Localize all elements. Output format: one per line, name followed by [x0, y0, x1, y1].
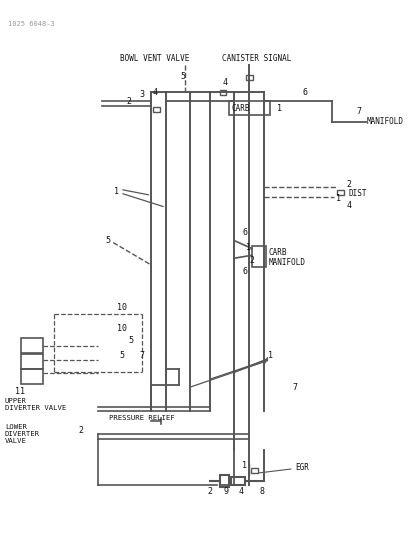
- Text: 1: 1: [276, 104, 281, 114]
- Bar: [21, 338, 43, 353]
- Text: 4: 4: [238, 487, 243, 496]
- Text: CARB: CARB: [268, 248, 286, 257]
- Bar: [219, 475, 229, 487]
- Text: 1: 1: [335, 194, 340, 203]
- Text: 1: 1: [268, 351, 273, 360]
- Text: 6: 6: [241, 268, 247, 277]
- Text: 10: 10: [117, 324, 127, 333]
- Text: 2: 2: [126, 96, 132, 106]
- Text: 1: 1: [114, 187, 119, 196]
- Bar: [245, 75, 252, 79]
- Text: BOWL VENT VALVE: BOWL VENT VALVE: [119, 54, 189, 62]
- Text: 5: 5: [105, 236, 110, 245]
- Text: 3: 3: [139, 90, 144, 99]
- Bar: [231, 477, 245, 484]
- Text: PRESSURE RELIEF: PRESSURE RELIEF: [109, 415, 175, 421]
- Bar: [251, 246, 265, 267]
- Text: 6: 6: [302, 88, 307, 97]
- Text: 2: 2: [207, 487, 212, 496]
- Bar: [21, 354, 43, 368]
- Text: 10: 10: [117, 303, 127, 311]
- Text: MANIFOLD: MANIFOLD: [366, 117, 403, 126]
- Text: 1: 1: [241, 461, 247, 470]
- Text: CANISTER SIGNAL: CANISTER SIGNAL: [222, 54, 291, 62]
- Text: 6: 6: [241, 228, 247, 237]
- Text: EGR: EGR: [294, 463, 308, 472]
- Text: 9: 9: [223, 487, 228, 496]
- Text: 2: 2: [346, 181, 351, 190]
- Text: 1: 1: [245, 243, 250, 252]
- Text: UPPER
DIVERTER VALVE: UPPER DIVERTER VALVE: [5, 398, 66, 411]
- Text: 7: 7: [292, 383, 297, 392]
- Bar: [219, 90, 226, 95]
- Bar: [336, 190, 343, 195]
- Text: 5: 5: [119, 351, 124, 360]
- Text: 7: 7: [355, 107, 360, 116]
- Text: LOWER
DIVERTER
VALVE: LOWER DIVERTER VALVE: [5, 424, 40, 444]
- Text: 8: 8: [259, 487, 264, 496]
- Text: MANIFOLD: MANIFOLD: [268, 257, 305, 266]
- Text: 7: 7: [139, 351, 144, 360]
- Text: 2: 2: [249, 256, 254, 265]
- Text: 2: 2: [78, 426, 83, 435]
- Text: DIST: DIST: [348, 189, 366, 198]
- Text: 5: 5: [180, 72, 185, 81]
- Text: 4: 4: [346, 201, 351, 210]
- Text: 11: 11: [15, 387, 25, 397]
- Bar: [250, 468, 257, 473]
- Text: 1025 6048-3: 1025 6048-3: [8, 21, 54, 27]
- Bar: [21, 369, 43, 384]
- Text: 4: 4: [222, 78, 227, 87]
- Text: 5: 5: [128, 336, 133, 345]
- Text: CARB: CARB: [231, 104, 249, 114]
- Text: 4: 4: [152, 88, 157, 97]
- Bar: [153, 107, 160, 112]
- Bar: [229, 101, 270, 115]
